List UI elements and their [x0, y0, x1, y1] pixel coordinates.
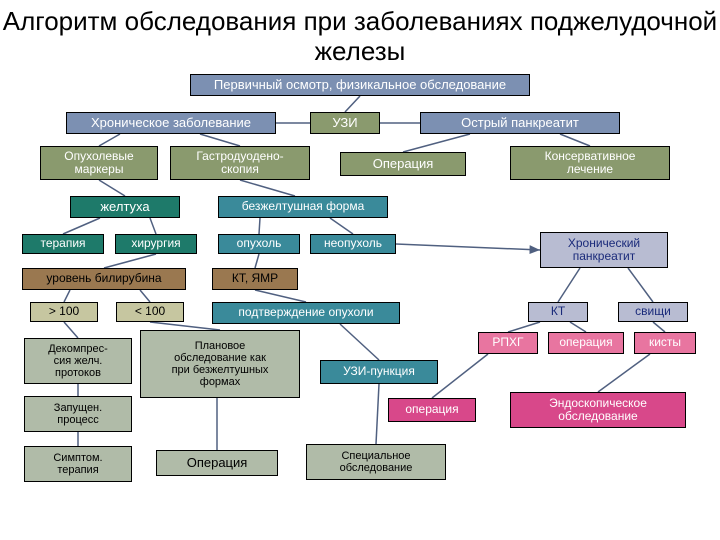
node-n30: операция	[388, 398, 476, 422]
node-n31: Эндоскопическое обследование	[510, 392, 686, 428]
edge-n15-n22	[628, 268, 653, 302]
node-n29: Запущен. процесс	[24, 396, 132, 432]
edge-n19-n24	[150, 322, 220, 330]
edge-n9-n12	[150, 218, 156, 234]
node-n3: УЗИ	[310, 112, 380, 134]
edge-n15-n21	[558, 268, 580, 302]
node-n9: желтуха	[70, 196, 180, 218]
edge-n10-n14	[330, 218, 353, 234]
node-n34: Специальное обследование	[306, 444, 446, 480]
edge-n17-n20	[255, 290, 306, 302]
node-n17: КТ, ЯМР	[212, 268, 298, 290]
node-n15: Хронический панкреатит	[540, 232, 668, 268]
node-n12: хирургия	[115, 234, 197, 254]
edge-n2-n6	[200, 134, 240, 146]
node-n6: Гастродуодено- скопия	[170, 146, 310, 180]
edge-n22-n27	[653, 322, 665, 332]
node-n28: УЗИ-пункция	[320, 360, 438, 384]
edge-n16-n18	[64, 290, 70, 302]
edge-n25-n30	[432, 354, 488, 398]
edge-n13-n17	[255, 254, 259, 268]
node-n2: Хроническое заболевание	[66, 112, 276, 134]
edge-n20-n28	[340, 324, 379, 360]
node-n19: < 100	[116, 302, 184, 322]
node-n33: Операция	[156, 450, 278, 476]
node-n1: Первичный осмотр, физикальное обследован…	[190, 74, 530, 96]
edge-n2-n5	[99, 134, 120, 146]
node-n21: КТ	[528, 302, 588, 322]
edge-n1-n3	[345, 96, 360, 112]
node-n16: уровень билирубина	[22, 268, 186, 290]
edge-n21-n26	[570, 322, 586, 332]
edge-n14-n15	[396, 244, 540, 250]
node-n8: Консервативное лечение	[510, 146, 670, 180]
edge-n5-n9	[99, 180, 125, 196]
node-n5: Опухолевые маркеры	[40, 146, 158, 180]
edge-n16-n19	[140, 290, 150, 302]
node-n25: РПХГ	[478, 332, 538, 354]
page-title: Алгоритм обследования при заболеваниях п…	[0, 6, 720, 66]
node-n26: операция	[548, 332, 624, 354]
edge-n21-n25	[508, 322, 540, 332]
node-n7: Операция	[340, 152, 466, 176]
edge-n4-n7	[403, 134, 470, 152]
node-n10: безжелтушная форма	[218, 196, 388, 218]
node-n32: Симптом. терапия	[24, 446, 132, 482]
edge-n9-n11	[63, 218, 100, 234]
node-n22: свищи	[618, 302, 688, 322]
node-n13: опухоль	[218, 234, 300, 254]
node-n23: Декомпрес- сия желч. протоков	[24, 338, 132, 384]
node-n20: подтверждение опухоли	[212, 302, 400, 324]
node-n11: терапия	[22, 234, 104, 254]
node-n18: > 100	[30, 302, 98, 322]
edge-n6-n10	[240, 180, 295, 196]
edge-n18-n23	[64, 322, 78, 338]
node-n27: кисты	[634, 332, 696, 354]
edge-n12-n16	[104, 254, 156, 268]
node-n14: неопухоль	[310, 234, 396, 254]
node-n4: Острый панкреатит	[420, 112, 620, 134]
edge-n28-n34	[376, 384, 379, 444]
edge-n10-n13	[259, 218, 260, 234]
edge-n27-n31	[598, 354, 650, 392]
edge-n4-n8	[560, 134, 590, 146]
node-n24: Плановое обследование как при безжелтушн…	[140, 330, 300, 398]
